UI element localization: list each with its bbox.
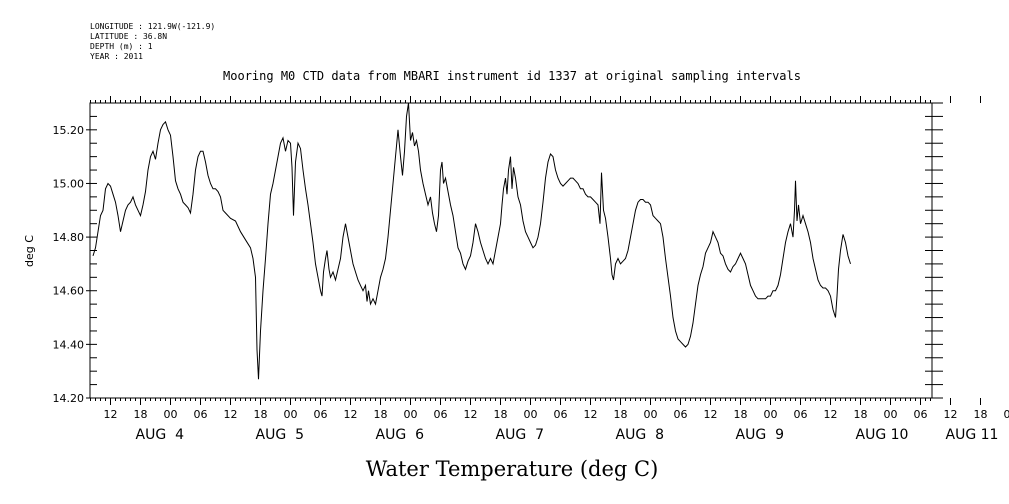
- x-tick-label: 18: [134, 408, 148, 421]
- x-tick-label: 18: [374, 408, 388, 421]
- x-date-label: AUG 8: [616, 427, 664, 443]
- x-tick-label: 18: [854, 408, 868, 421]
- plot-frame: [89, 102, 933, 399]
- x-tick-label: 06: [554, 408, 568, 421]
- metadata-longitude: LONGITUDE : 121.9W(-121.9): [90, 22, 216, 31]
- x-tick-label: 18: [494, 408, 508, 421]
- x-date-label: AUG 7: [496, 427, 544, 443]
- y-tick-label: 14.60: [53, 285, 85, 298]
- y-tick-label: 14.80: [53, 231, 85, 244]
- x-date-label: AUG 5: [256, 427, 304, 443]
- x-tick-label: 12: [584, 408, 598, 421]
- metadata-latitude: LATITUDE : 36.8N: [90, 32, 168, 41]
- x-tick-label: 00: [404, 408, 418, 421]
- y-tick-label: 14.40: [53, 338, 85, 351]
- x-date-label: AUG 11: [946, 427, 999, 443]
- x-tick-label: 06: [794, 408, 808, 421]
- x-tick-label: 00: [164, 408, 178, 421]
- x-tick-label: 12: [824, 408, 838, 421]
- x-tick-label: 00: [284, 408, 298, 421]
- x-date-label: AUG 9: [736, 427, 784, 443]
- x-tick-label: 00: [764, 408, 778, 421]
- x-axis-label: Water Temperature (deg C): [366, 457, 659, 481]
- y-tick-label: 15.20: [53, 124, 85, 137]
- y-tick-label: 14.20: [53, 392, 85, 405]
- x-tick-label: 00: [644, 408, 658, 421]
- x-tick-label: 06: [674, 408, 688, 421]
- x-date-label: AUG 6: [376, 427, 425, 443]
- x-tick-label: 12: [704, 408, 718, 421]
- metadata-year: YEAR : 2011: [90, 52, 143, 61]
- x-tick-label: 06: [194, 408, 208, 421]
- x-tick-label: 18: [614, 408, 628, 421]
- y-axis-label: deg C: [23, 235, 36, 267]
- x-tick-label: 12: [464, 408, 478, 421]
- y-tick-label: 15.00: [53, 177, 85, 190]
- axes: 12 18 00 06 12 18 00 06 12 18 00 06 12 18 00 06 12 18 00 06…: [53, 96, 1009, 443]
- x-tick-label: 18: [974, 408, 988, 421]
- x-tick-label: 18: [254, 408, 268, 421]
- x-tick-label: 12: [224, 408, 238, 421]
- x-tick-label: 00: [884, 408, 898, 421]
- chart-title: Mooring M0 CTD data from MBARI instrumen…: [223, 69, 801, 83]
- x-tick-label: 06: [914, 408, 928, 421]
- x-tick-label: 06: [314, 408, 328, 421]
- x-tick-label: 00: [524, 408, 538, 421]
- x-tick-label: 00: [1004, 408, 1009, 421]
- temperature-series-line: [92, 102, 851, 380]
- x-tick-label: 12: [944, 408, 958, 421]
- x-tick-label: 06: [434, 408, 448, 421]
- metadata-block: LONGITUDE : 121.9W(-121.9) LATITUDE : 36…: [90, 22, 215, 62]
- x-tick-label: 18: [734, 408, 748, 421]
- x-tick-label: 12: [104, 408, 118, 421]
- metadata-depth: DEPTH (m) : 1: [90, 42, 153, 51]
- x-date-label: AUG 4: [136, 427, 185, 443]
- x-tick-label: 12: [344, 408, 358, 421]
- x-date-label: AUG 10: [856, 427, 909, 443]
